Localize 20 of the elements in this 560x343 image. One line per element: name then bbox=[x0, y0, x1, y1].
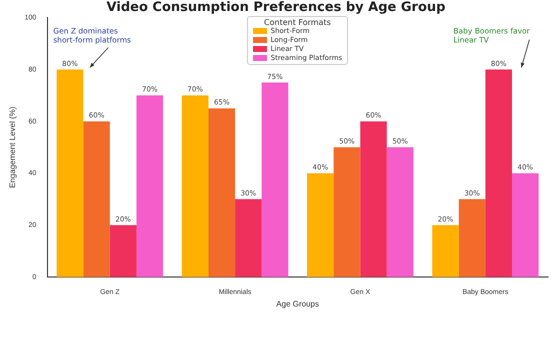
bar bbox=[458, 199, 486, 277]
bar bbox=[110, 225, 136, 277]
bar bbox=[182, 95, 208, 277]
bar bbox=[262, 82, 288, 277]
chart-title: Video Consumption Preferences by Age Group bbox=[106, 0, 446, 16]
bar bbox=[136, 95, 164, 277]
legend-title: Content Formats bbox=[263, 18, 332, 27]
bar bbox=[360, 121, 387, 277]
y-axis-title: Engagement Level (%) bbox=[8, 106, 18, 188]
bar bbox=[485, 69, 512, 277]
bar bbox=[512, 173, 539, 277]
bar bbox=[334, 147, 360, 277]
bar bbox=[83, 121, 110, 277]
bar bbox=[208, 108, 236, 277]
bar bbox=[386, 147, 414, 277]
bar bbox=[235, 199, 262, 277]
bar bbox=[432, 225, 459, 277]
bar bbox=[56, 69, 84, 277]
bar bbox=[307, 173, 334, 277]
x-axis-title: Age Groups bbox=[276, 299, 319, 308]
